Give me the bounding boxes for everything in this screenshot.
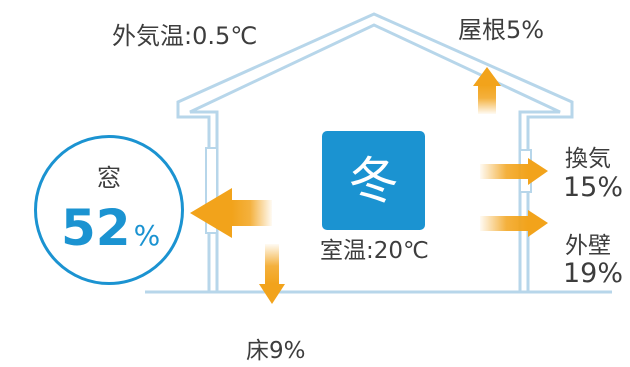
ventilation-loss-value: 15% [563,172,624,203]
wall-loss-name: 外壁 [565,233,611,259]
window-frame-left [205,147,218,234]
ventilation-heat-arrow [480,158,548,185]
house-inner-outline [189,23,561,292]
season-text: 冬 [348,151,399,210]
wall-loss-value: 19% [563,258,624,289]
window-loss-name: 窓 [97,164,121,192]
season-badge: 冬 [322,131,425,230]
wall-heat-arrow [480,210,548,237]
window-loss-number: 52 [61,199,131,257]
floor-heat-arrow [259,244,285,304]
roof-heat-arrow [473,67,501,114]
roof-loss-label: 屋根5% [458,16,545,44]
house-outline [176,12,574,292]
ventilation-loss-name: 換気 [565,146,611,172]
window-heat-arrow [190,188,272,238]
floor-loss-label: 床9% [246,338,306,364]
window-loss-unit: % [133,219,161,252]
window-loss-value: 52% [61,203,160,253]
outside-temperature-label: 外気温:0.5℃ [112,22,258,50]
window-loss-circle: 窓 52% [34,135,184,285]
room-temperature-label: 室温:20℃ [320,238,429,264]
